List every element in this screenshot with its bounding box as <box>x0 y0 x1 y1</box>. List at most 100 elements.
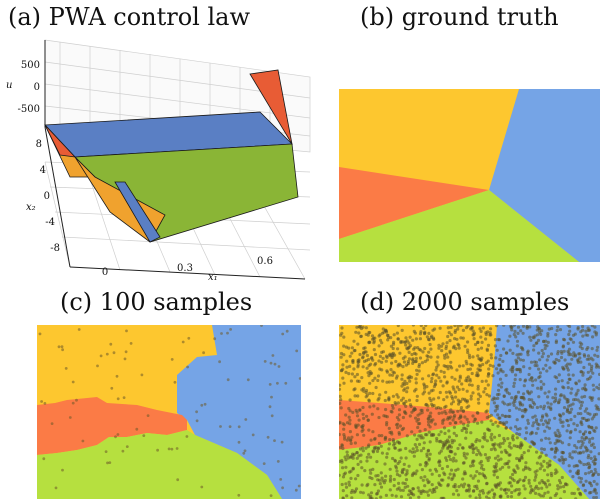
sample-point <box>415 469 419 473</box>
sample-point <box>462 451 466 455</box>
sample-point <box>586 354 591 358</box>
sample-point <box>427 374 431 378</box>
sample-point <box>498 442 502 446</box>
sample-point <box>553 493 557 498</box>
sample-point <box>373 437 377 441</box>
sample-point <box>514 406 518 410</box>
sample-point <box>526 421 530 425</box>
sample-point <box>276 381 279 385</box>
sample-point <box>396 401 400 405</box>
sample-point <box>590 347 594 351</box>
sample-point <box>407 398 412 402</box>
sample-point <box>389 474 393 478</box>
sample-point <box>372 404 376 408</box>
sample-point <box>593 330 597 334</box>
sample-point <box>395 472 399 477</box>
sample-point <box>348 354 352 358</box>
sample-point <box>592 496 596 499</box>
sample-point <box>512 398 517 402</box>
sample-point <box>537 351 541 355</box>
sample-point <box>522 478 526 482</box>
sample-point <box>548 366 552 370</box>
sample-point <box>339 406 343 410</box>
sample-point <box>449 333 453 337</box>
sample-point <box>439 369 443 373</box>
sample-point <box>431 418 435 422</box>
sample-point <box>347 372 351 376</box>
sample-point <box>368 370 372 374</box>
sample-point <box>446 355 450 359</box>
sample-point <box>547 390 551 394</box>
sample-point <box>441 384 445 388</box>
sample-point <box>596 345 600 349</box>
sample-point <box>458 376 462 380</box>
sample-point <box>451 346 456 350</box>
sample-point <box>61 468 64 472</box>
sample-point <box>584 472 588 476</box>
sample-point <box>370 356 374 360</box>
sample-point <box>367 341 371 345</box>
sample-point <box>393 459 397 463</box>
sample-point <box>458 364 462 368</box>
sample-point <box>374 385 378 390</box>
sample-point <box>523 379 527 383</box>
sample-point <box>361 365 365 369</box>
sample-point <box>534 473 538 477</box>
sample-point <box>580 436 584 440</box>
sample-point <box>544 363 548 367</box>
sample-point <box>585 357 589 361</box>
sample-point <box>553 375 557 379</box>
sample-point <box>402 382 407 387</box>
sample-point <box>441 342 445 346</box>
sample-point <box>366 333 370 337</box>
sample-point <box>571 340 576 344</box>
sample-point <box>583 383 587 387</box>
sample-point <box>379 495 383 499</box>
sample-point <box>167 447 171 451</box>
sample-point <box>518 378 522 382</box>
sample-point <box>430 376 434 381</box>
sample-point <box>494 420 498 424</box>
sample-point <box>506 339 510 343</box>
sample-point <box>427 430 431 434</box>
sample-point <box>427 391 431 395</box>
sample-point <box>471 443 475 447</box>
sample-point <box>359 460 363 464</box>
sample-point <box>539 438 544 442</box>
sample-point <box>498 416 502 420</box>
sample-point <box>500 413 504 417</box>
sample-point <box>415 372 419 376</box>
sample-point <box>483 387 487 391</box>
sample-point <box>362 359 367 363</box>
sample-point <box>508 414 512 419</box>
sample-point <box>553 450 557 455</box>
sample-point <box>439 449 443 453</box>
sample-point <box>400 384 404 388</box>
sample-point <box>537 423 541 427</box>
sample-point <box>488 363 492 367</box>
sample-point <box>425 454 429 458</box>
sample-point <box>354 330 358 334</box>
sample-point <box>522 384 526 388</box>
sample-point <box>403 355 407 359</box>
sample-point <box>445 464 450 469</box>
sample-point <box>365 353 369 358</box>
sample-point <box>544 453 548 457</box>
sample-point <box>524 461 528 465</box>
sample-point <box>487 456 491 460</box>
sample-point <box>481 362 485 367</box>
title-panel-c: (c) 100 samples <box>60 288 253 316</box>
sample-point <box>342 427 346 431</box>
sample-point <box>480 379 484 383</box>
sample-point <box>496 424 500 428</box>
sample-point <box>417 489 421 493</box>
sample-point <box>380 476 384 480</box>
sample-point <box>427 331 431 335</box>
sample-point <box>565 400 569 404</box>
sample-point <box>394 494 398 498</box>
sample-point <box>346 456 350 460</box>
sample-point <box>559 420 563 424</box>
sample-point <box>589 367 594 371</box>
sample-point <box>526 349 530 353</box>
sample-point <box>441 421 445 425</box>
